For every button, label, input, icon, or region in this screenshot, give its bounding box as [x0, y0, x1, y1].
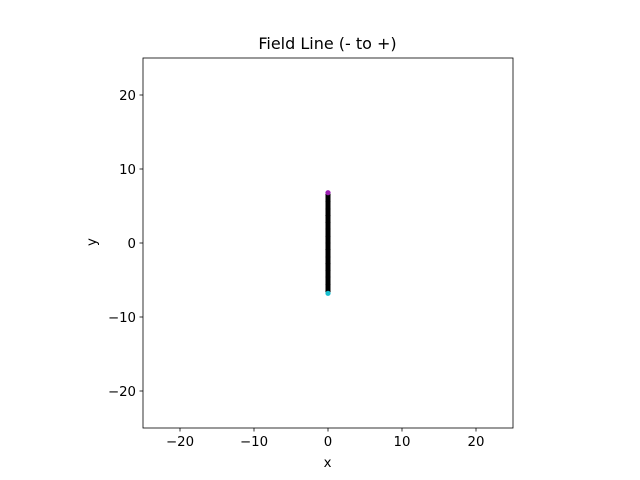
field-line-point: [325, 240, 331, 246]
x-tick-label: 10: [394, 435, 411, 450]
x-axis-ticks: −20 −10 0 10 20: [166, 428, 484, 450]
y-tick-label: 10: [119, 163, 136, 178]
field-line-point: [325, 261, 331, 267]
x-axis-label: x: [324, 456, 332, 471]
field-line-point: [325, 226, 331, 232]
field-line-point: [325, 198, 331, 205]
field-line-point: [325, 281, 331, 288]
chart-title: Field Line (- to +): [258, 34, 396, 53]
field-line-point: [325, 213, 331, 219]
field-line-point: [325, 254, 331, 260]
plot-content: [325, 190, 331, 296]
field-line-point: [325, 247, 331, 253]
y-tick-label: −10: [108, 311, 136, 326]
field-line-point: [325, 233, 331, 239]
field-line-point: [325, 274, 331, 280]
y-tick-label: −20: [108, 385, 136, 400]
field-line-point: [325, 206, 331, 212]
y-axis-label: y: [85, 238, 100, 246]
x-tick-label: 20: [468, 435, 485, 450]
y-axis-ticks: −20 −10 0 10 20: [108, 89, 143, 400]
x-tick-label: 0: [324, 435, 332, 450]
field-line-point: [325, 267, 331, 273]
y-tick-label: 0: [128, 237, 136, 252]
x-tick-label: −20: [166, 435, 194, 450]
end-point-marker: [325, 190, 331, 196]
field-line-point: [325, 219, 331, 225]
y-tick-label: 20: [119, 89, 136, 104]
x-tick-label: −10: [240, 435, 268, 450]
start-point-marker: [325, 290, 331, 296]
